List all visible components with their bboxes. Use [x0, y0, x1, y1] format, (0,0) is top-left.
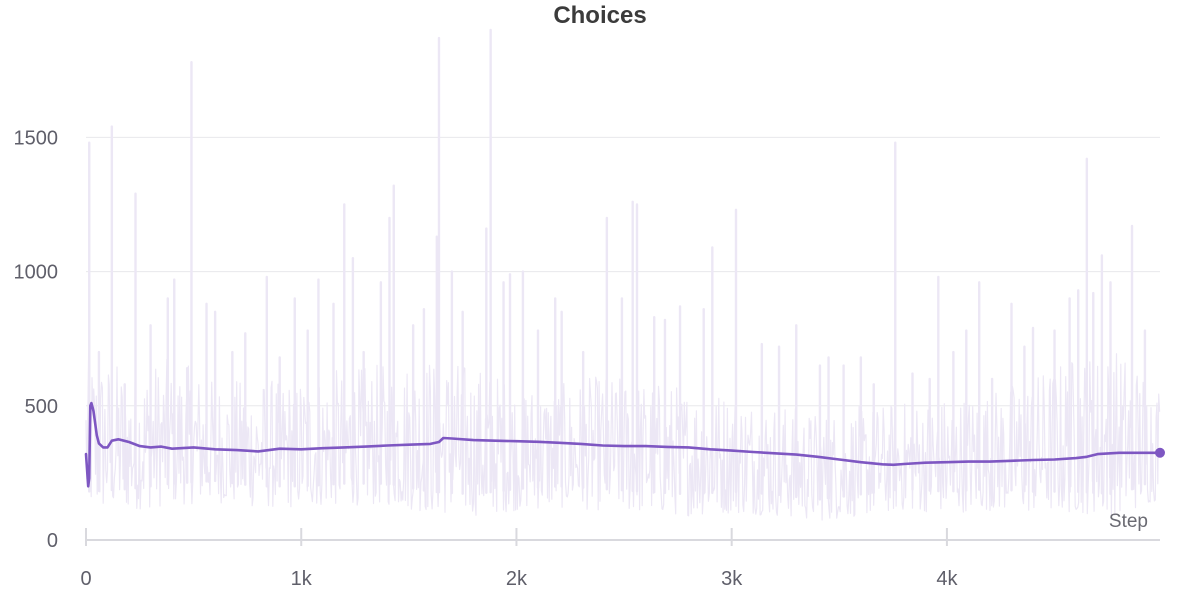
x-tick-label: 1k — [291, 568, 313, 590]
x-axis-label: Step — [1109, 511, 1148, 532]
y-tick-labels: 0 500 1000 1500 — [14, 127, 59, 552]
chart-title: Choices — [553, 2, 646, 29]
x-tick-label: 3k — [721, 568, 743, 590]
y-tick-label: 500 — [25, 396, 58, 418]
y-tick-label: 1000 — [14, 262, 59, 284]
x-tick-label: 2k — [506, 568, 528, 590]
smoothed-series-line — [84, 401, 1162, 488]
x-tick-label: 0 — [80, 568, 91, 590]
x-axis — [85, 528, 1160, 546]
x-tick-labels: 0 1k 2k 3k 4k — [80, 568, 958, 590]
smoothed-series — [84, 401, 1165, 488]
x-tick-label: 4k — [936, 568, 958, 590]
y-tick-label: 0 — [47, 530, 58, 552]
y-tick-label: 1500 — [14, 127, 59, 149]
series-end-marker — [1155, 447, 1165, 458]
